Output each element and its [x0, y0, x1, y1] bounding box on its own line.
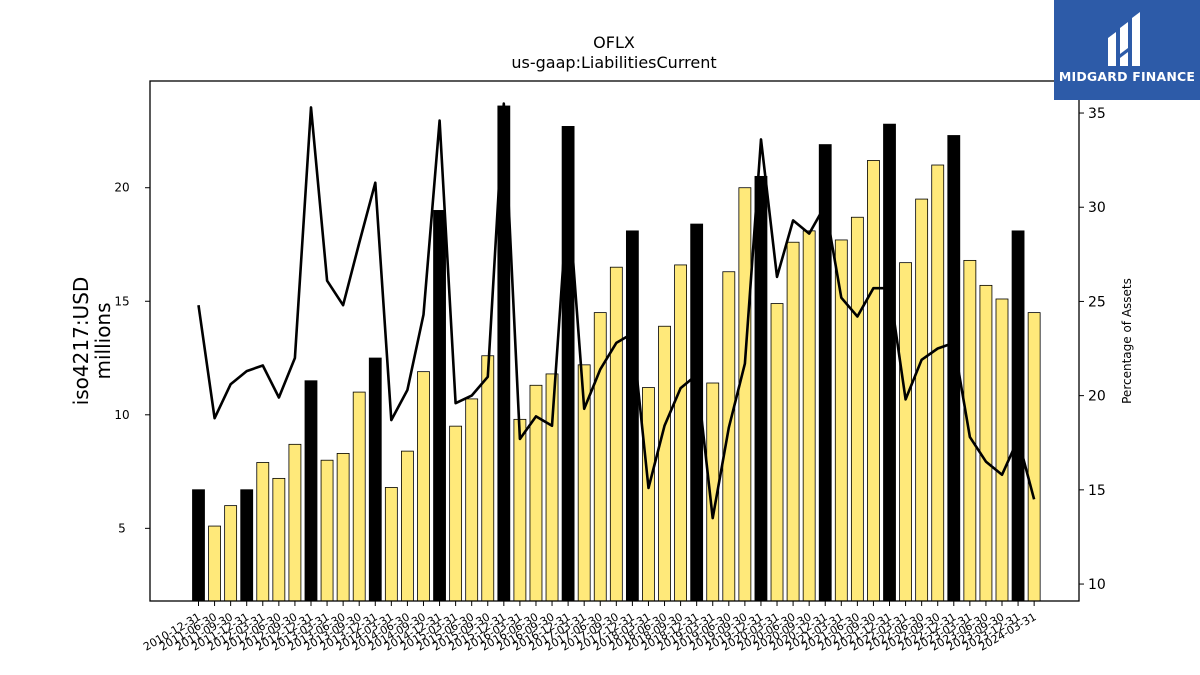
bar: [754, 175, 768, 602]
bar: [915, 198, 929, 602]
bar: [304, 380, 318, 602]
bar: [465, 398, 479, 602]
bar: [449, 425, 463, 602]
brand-logo: MIDGARD FINANCE: [1054, 0, 1200, 100]
left-tick-label: 15: [114, 294, 129, 308]
bar: [625, 230, 639, 602]
bar: [722, 271, 736, 602]
bar: [481, 355, 495, 602]
bar: [240, 489, 254, 602]
left-axis: 5 10 15 20: [114, 181, 150, 535]
bar: [256, 462, 270, 602]
right-axis-label: Percentage of Assets: [1120, 278, 1134, 404]
bar: [272, 477, 286, 602]
bar: [883, 123, 896, 602]
bar: [417, 371, 430, 602]
bar: [593, 312, 607, 602]
bar: [658, 325, 671, 602]
right-tick-label: 15: [1088, 483, 1106, 499]
x-axis: 2010-12-312011-06-302011-09-302011-12-31…: [141, 601, 1039, 654]
left-axis-label: iso4217:USDmillions: [69, 277, 115, 406]
bar: [995, 298, 1009, 602]
bar: [738, 187, 752, 602]
bar: [642, 387, 655, 602]
bar: [979, 284, 993, 602]
logo-mark-icon: [1108, 12, 1140, 66]
left-axis-label-line: iso4217:USD: [69, 277, 93, 406]
bar: [433, 210, 446, 602]
bar: [867, 160, 880, 602]
bar: [336, 453, 350, 602]
line-path: [197, 102, 1036, 520]
bar: [674, 264, 687, 602]
brand-logo-text: MIDGARD FINANCE: [1058, 69, 1196, 84]
bar: [1027, 312, 1041, 602]
left-tick-label: 10: [114, 408, 129, 422]
bar: [1011, 230, 1025, 602]
chart-title: OFLX: [593, 33, 635, 52]
bar: [352, 391, 366, 602]
bar: [368, 357, 382, 602]
bar: [770, 303, 784, 602]
bar: [401, 450, 414, 602]
plot-frame: [149, 80, 1080, 602]
bar: [899, 262, 912, 602]
bar: [208, 525, 221, 602]
bar: [802, 230, 816, 602]
bar: [850, 216, 864, 602]
right-tick-label: 30: [1088, 200, 1106, 216]
right-tick-label: 20: [1088, 389, 1106, 405]
bar: [320, 459, 334, 602]
left-axis-label-line: millions: [91, 302, 115, 379]
bar: [192, 489, 205, 602]
bar: [513, 418, 527, 602]
bar: [224, 505, 238, 602]
bar-series: [192, 105, 1041, 602]
bar: [288, 443, 302, 602]
bar: [384, 487, 398, 602]
left-tick-label: 5: [118, 521, 126, 535]
bar: [786, 241, 800, 602]
right-axis: 10 15 20 25 30 35: [1079, 106, 1106, 593]
right-tick-label: 25: [1088, 294, 1106, 310]
right-tick-label: 10: [1088, 577, 1106, 593]
bar: [609, 266, 623, 602]
right-tick-label: 35: [1088, 106, 1106, 122]
line-series: [197, 102, 1036, 520]
bar: [931, 164, 945, 602]
chart-subtitle: us-gaap:LiabilitiesCurrent: [511, 53, 716, 72]
left-tick-label: 20: [114, 181, 129, 195]
